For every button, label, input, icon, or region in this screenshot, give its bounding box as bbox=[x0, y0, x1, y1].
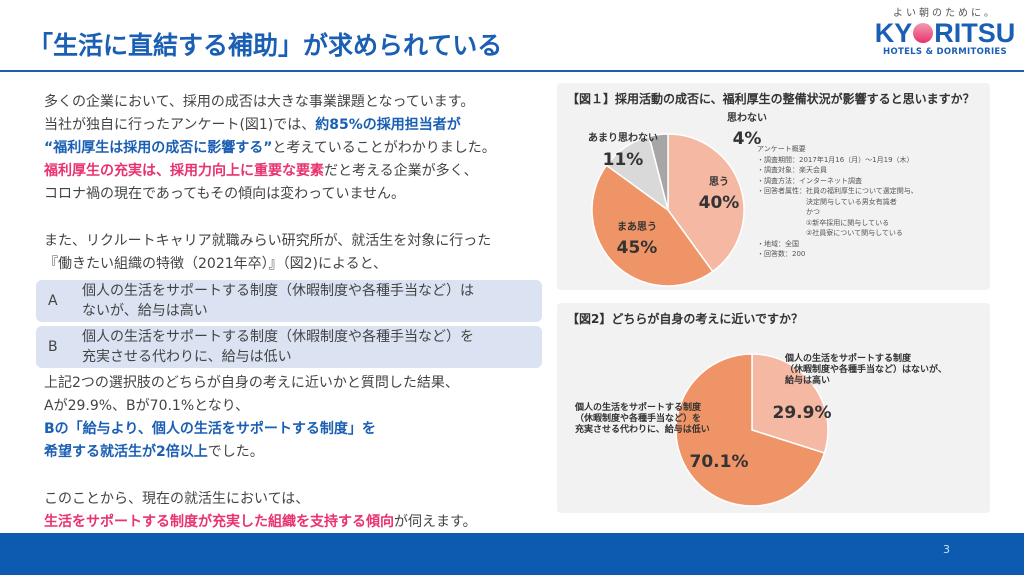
text-segment: コロナ禍の現在であってもその傾向は変わっていません。 bbox=[44, 186, 406, 202]
highlight-text: “福利厚生は採用の成否に影響する” bbox=[44, 140, 273, 156]
pie-chart-2: 29.9%70.1%個人の生活をサポートする制度（休暇制度や各種手当など）はない… bbox=[574, 352, 947, 507]
highlight-text: 生活をサポートする制度が充実した組織を支持する傾向 bbox=[44, 514, 394, 530]
slice-category-label: 個人の生活をサポートする制度 bbox=[574, 401, 702, 413]
figure-2-title: 【図2】どちらが自身の考えに近いですか？ bbox=[567, 312, 803, 326]
survey-note-line: ・地域：全国 bbox=[757, 239, 799, 248]
slice-category-label: 給与は高い bbox=[785, 374, 830, 386]
slice-category-label: （休暇制度や各種手当など）はないが、 bbox=[785, 363, 947, 375]
text-line: “福利厚生は採用の成否に影響する”と考えていることがわかりました。 bbox=[44, 137, 534, 160]
text-line: 生活をサポートする制度が充実した組織を支持する傾向が伺えます。 bbox=[44, 511, 534, 534]
survey-note-line: ・調査対象：楽天会員 bbox=[757, 166, 827, 174]
choice-list: A 個人の生活をサポートする制度（休暇制度や各種手当など）は ないが、給与は高い B 個… bbox=[36, 280, 542, 368]
text-segment: このことから、現在の就活生においては、 bbox=[44, 491, 310, 507]
slice-category-label: （休暇制度や各種手当など）を bbox=[575, 412, 701, 424]
survey-note-line: アンケート概要 bbox=[757, 145, 806, 153]
title-divider bbox=[0, 70, 1024, 72]
text-line: 『働きたい組織の特徴（2021年卒）』（図2)によると、 bbox=[44, 253, 534, 276]
text-segment: が伺えます。 bbox=[394, 514, 477, 530]
text-segment: 『働きたい組織の特徴（2021年卒）』（図2)によると、 bbox=[44, 256, 388, 272]
text-line: Aが29.9%、Bが70.1%となり、 bbox=[44, 395, 534, 418]
text-line: また、リクルートキャリア就職みらい研究所が、就活生を対象に行った bbox=[44, 230, 534, 253]
pie-chart-1: 思う 40% まあ思う 45% あまり思わない 11% 思わない 4% bbox=[588, 112, 767, 287]
slice-category-label: あまり思わない bbox=[588, 131, 658, 144]
slice-category-label: 個人の生活をサポートする制度 bbox=[784, 352, 912, 364]
choice-line: ないが、給与は高い bbox=[82, 303, 208, 319]
logo-text: KY bbox=[874, 18, 913, 48]
survey-note-line: ②社員寮について関与している bbox=[757, 229, 903, 237]
paragraph-4: このことから、現在の就活生においては、生活をサポートする制度が充実した組織を支持… bbox=[44, 488, 534, 534]
choice-line: 充実させる代わりに、給与は低い bbox=[82, 349, 292, 365]
text-segment: でした。 bbox=[207, 444, 264, 460]
slice-category-label: まあ思う bbox=[617, 220, 657, 233]
body-text: 多くの企業において、採用の成否は大きな事業課題となっています。 当社が独自に行った… bbox=[36, 91, 542, 534]
pie-slice bbox=[591, 164, 714, 287]
logo-text: RITSU bbox=[934, 18, 1016, 48]
pie-slice bbox=[675, 353, 826, 507]
slice-category-label: 思わない bbox=[727, 112, 767, 124]
paragraph-2: また、リクルートキャリア就職みらい研究所が、就活生を対象に行った 『働きたい組織の… bbox=[44, 230, 534, 276]
survey-note-line: ・回答者属性：社員の福利厚生について選定関与、 bbox=[757, 187, 918, 195]
logo-subtitle: HOTELS & DORMITORIES bbox=[883, 47, 1007, 57]
choice-a: A 個人の生活をサポートする制度（休暇制度や各種手当など）は ないが、給与は高い bbox=[36, 280, 542, 322]
page-number: 3 bbox=[943, 543, 950, 556]
slice-category-label: 充実させる代わりに、給与は低い bbox=[575, 423, 710, 435]
choice-b: B 個人の生活をサポートする制度（休暇制度や各種手当など）を 充実させる代わりに、給… bbox=[36, 326, 542, 368]
survey-note-line: ・回答数：200 bbox=[757, 250, 806, 258]
text-line: 当社が独自に行ったアンケート(図1)では、約85%の採用担当者が bbox=[44, 114, 534, 137]
choice-line: 個人の生活をサポートする制度（休暇制度や各種手当など）を bbox=[82, 329, 474, 345]
choice-line: 個人の生活をサポートする制度（休暇制度や各種手当など）は bbox=[82, 283, 474, 299]
text-line: 希望する就活生が2倍以上でした。 bbox=[44, 441, 534, 464]
text-segment: だと考える企業が多く、 bbox=[324, 163, 478, 179]
figure-2-panel: 【図2】どちらが自身の考えに近いですか？ 29.9% 70.1% 個人の生活をサポー… bbox=[557, 303, 990, 513]
highlight-text: 希望する就活生が2倍以上 bbox=[44, 444, 208, 460]
slice-value-label: 11% bbox=[603, 150, 644, 170]
slice-value-label: 4% bbox=[733, 129, 762, 149]
text-line: Bの「給与より、個人の生活をサポートする制度」を bbox=[44, 418, 534, 441]
slice-value-label: 70.1% bbox=[690, 452, 749, 472]
text-line: このことから、現在の就活生においては、 bbox=[44, 488, 534, 511]
text-line: 上記2つの選択肢のどちらが自身の考えに近いかと質問した結果、 bbox=[44, 372, 534, 395]
survey-note-line: ・調査方法：インターネット調査 bbox=[757, 176, 862, 185]
text-segment: と考えていることがわかりました。 bbox=[272, 140, 496, 156]
highlight-text: 福利厚生の充実は、採用力向上に重要な要素 bbox=[44, 163, 324, 179]
sun-icon bbox=[913, 23, 934, 43]
highlight-text: Bの「給与より、個人の生活をサポートする制度」を bbox=[44, 421, 376, 437]
company-logo: よい朝のために。 KY RITSU HOTELS & DORMITORIES bbox=[870, 4, 1020, 57]
text-segment: 当社が独自に行ったアンケート(図1)では、 bbox=[44, 117, 316, 133]
logo-tagline: よい朝のために。 bbox=[893, 8, 997, 19]
choice-text: 個人の生活をサポートする制度（休暇制度や各種手当など）を 充実させる代わりに、給与… bbox=[82, 327, 474, 367]
survey-notes: アンケート概要・調査期間：2017年1月16（月）～1月19（木） ・調査対象：楽… bbox=[757, 144, 918, 260]
choice-letter: A bbox=[48, 292, 58, 309]
text-segment: また、リクルートキャリア就職みらい研究所が、就活生を対象に行った bbox=[44, 233, 492, 249]
paragraph-1: 多くの企業において、採用の成否は大きな事業課題となっています。 当社が独自に行った… bbox=[44, 91, 534, 206]
survey-note-line: かつ bbox=[757, 208, 820, 216]
text-segment: 上記2つの選択肢のどちらが自身の考えに近いかと質問した結果、 bbox=[44, 375, 459, 391]
choice-text: 個人の生活をサポートする制度（休暇制度や各種手当など）は ないが、給与は高い bbox=[82, 281, 474, 321]
highlight-text: 約85%の採用担当者が bbox=[315, 117, 461, 133]
text-line: 福利厚生の充実は、採用力向上に重要な要素だと考える企業が多く、 bbox=[44, 160, 534, 183]
text-line: 多くの企業において、採用の成否は大きな事業課題となっています。 bbox=[44, 91, 534, 114]
slice-value-label: 45% bbox=[617, 238, 658, 258]
pie-slice bbox=[751, 353, 829, 454]
slice-category-label: 思う bbox=[709, 176, 729, 188]
slice-value-label: 40% bbox=[699, 193, 740, 213]
pie-slice bbox=[667, 133, 745, 273]
survey-note-line: ①新卒採用に関与している bbox=[757, 218, 890, 227]
figure-1-panel: 【図１】採用活動の成否に、福利厚生の整備状況が影響すると思いますか？ 思う 40%… bbox=[557, 83, 990, 290]
text-line: コロナ禍の現在であってもその傾向は変わっていません。 bbox=[44, 183, 534, 206]
survey-note-line: 決定関与している男女有識者 bbox=[757, 197, 897, 206]
survey-note-line: ・調査期間：2017年1月16（月）～1月19（木） bbox=[757, 155, 914, 164]
text-segment: 多くの企業において、採用の成否は大きな事業課題となっています。 bbox=[44, 94, 475, 110]
page-title: 「生活に直結する補助」が求められている bbox=[28, 31, 503, 60]
paragraph-3: 上記2つの選択肢のどちらが自身の考えに近いかと質問した結果、 Aが29.9%、Bが… bbox=[44, 372, 534, 464]
choice-letter: B bbox=[48, 338, 58, 355]
slice-value-label: 29.9% bbox=[773, 403, 832, 423]
text-segment: Aが29.9%、Bが70.1%となり、 bbox=[44, 398, 250, 414]
pie-slice bbox=[648, 133, 669, 211]
footer-bar: 3 bbox=[0, 533, 1024, 575]
figure-1-title: 【図１】採用活動の成否に、福利厚生の整備状況が影響すると思いますか？ bbox=[567, 92, 975, 106]
